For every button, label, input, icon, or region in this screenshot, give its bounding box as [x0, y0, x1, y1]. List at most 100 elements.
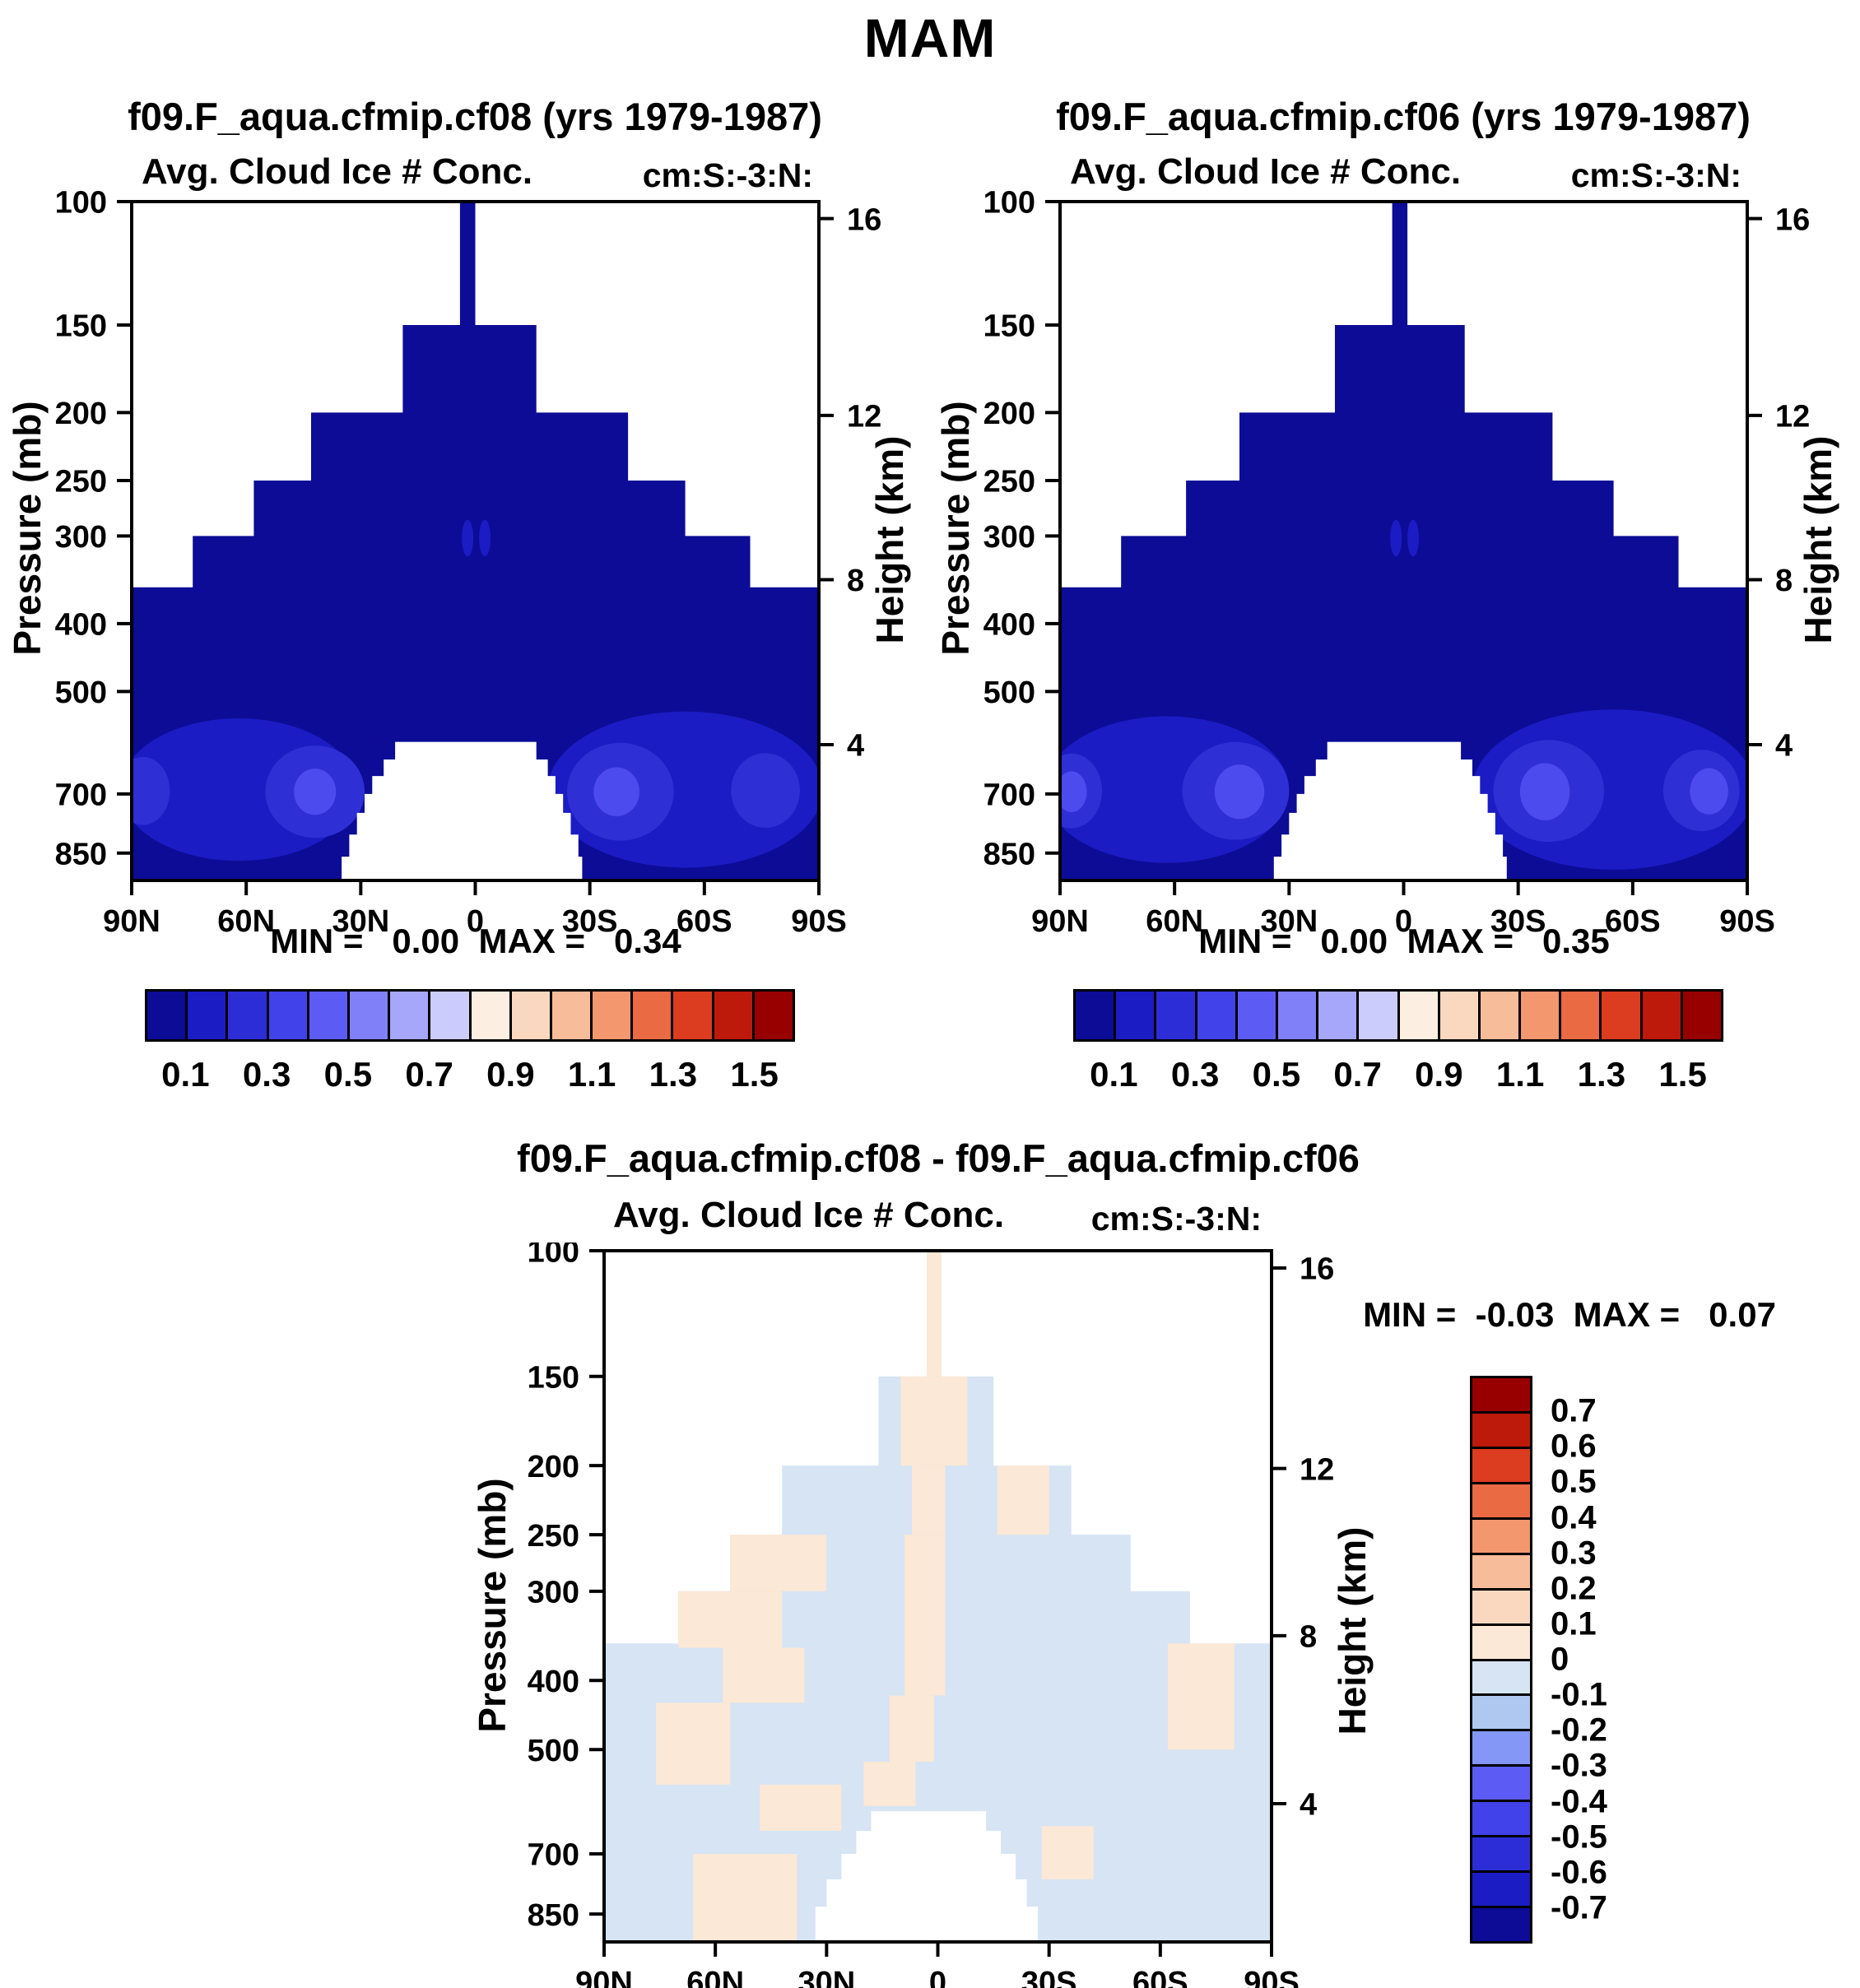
colorbar-cell — [1472, 1870, 1530, 1907]
tick-label: 850 — [983, 837, 1035, 871]
tick-label: 500 — [528, 1734, 579, 1768]
tick-label: 30N — [332, 904, 389, 938]
panel1-colorbar-labels: 0.1 0.3 0.5 0.7 0.9 1.1 1.3 1.5 — [145, 1055, 795, 1099]
colorbar-tick-label: 0.9 — [486, 1055, 535, 1094]
colorbar-tick-label: 1.5 — [1658, 1055, 1707, 1094]
tick-label: 4 — [1775, 729, 1793, 764]
colorbar-tick-label: 0.1 — [161, 1055, 210, 1094]
tick-label: 30S — [1021, 1966, 1077, 1988]
tick-label: 500 — [983, 676, 1035, 710]
tick-label: 16 — [847, 202, 881, 237]
colorbar-tick-label: -0.1 — [1551, 1676, 1607, 1713]
colorbar-cell — [1472, 1800, 1530, 1836]
tick-label: 4 — [847, 729, 864, 764]
colorbar-cell — [306, 992, 347, 1039]
colorbar-cell — [630, 992, 672, 1039]
panel2-pressure-axis-label: Pressure (mb) — [934, 401, 977, 656]
colorbar-tick-label: 1.5 — [730, 1055, 779, 1094]
tick-label: 60S — [1605, 904, 1661, 938]
contour-fills — [132, 202, 819, 880]
panel1-subtitle: Avg. Cloud Ice # Conc. — [142, 151, 533, 192]
panel1-contour-plot: 100 150 200 250 300 400 500 700 850 16 12 8 4 90N 60N 3… — [55, 189, 882, 938]
colorbar-tick-label: 0.5 — [323, 1055, 373, 1094]
panel3-subtitle: Avg. Cloud Ice # Conc. — [613, 1195, 1005, 1235]
colorbar-cell — [1680, 992, 1721, 1039]
colorbar-tick-label: 0.6 — [1551, 1428, 1597, 1465]
colorbar-cell — [1076, 992, 1114, 1039]
colorbar-tick-label: 0.3 — [242, 1055, 291, 1094]
colorbar-cell — [1472, 1906, 1530, 1941]
colorbar-tick-label: -0.7 — [1551, 1889, 1607, 1926]
tick-label: 8 — [847, 564, 864, 598]
colorbar-cell — [671, 992, 712, 1039]
colorbar-cell — [468, 992, 509, 1039]
colorbar-tick-label: -0.2 — [1551, 1712, 1607, 1749]
colorbar-cell — [1356, 992, 1397, 1039]
colorbar-tick-label: 1.3 — [649, 1055, 698, 1094]
panel3-contour-plot: 100 150 200 250 300 400 500 700 850 16 12 8 4 90N 60N 3… — [528, 1242, 1335, 1988]
panel3-colorbar — [1470, 1376, 1532, 1944]
colorbar-tick-label: 0.1 — [1090, 1055, 1138, 1094]
tick-label: 90S — [1719, 904, 1775, 938]
tick-label: 0 — [467, 904, 484, 938]
panel3-colorbar-labels: 0.7 0.6 0.5 0.4 0.3 0.2 0.1 0 -0.1 -0.2 -0.3 -0.4 -0… — [1551, 1376, 1658, 1944]
tick-label: 8 — [1300, 1620, 1317, 1655]
panel2-colorbar — [1073, 989, 1723, 1042]
colorbar-tick-label: 0.2 — [1551, 1570, 1597, 1607]
colorbar-cell — [1472, 1623, 1530, 1659]
tick-label: 150 — [528, 1360, 579, 1395]
tick-label: 60S — [1132, 1966, 1188, 1988]
figure-title: MAM — [863, 7, 997, 68]
panel2-units: cm:S:-3:N: — [1570, 156, 1741, 194]
axes: 100 150 200 250 300 400 500 700 850 16 12 8 4 90N 60N 3… — [528, 1242, 1335, 1988]
tick-label: 4 — [1300, 1788, 1317, 1823]
tick-label: 850 — [528, 1898, 579, 1933]
panel3-minmax: MIN = -0.03 MAX = 0.07 — [1363, 1295, 1776, 1334]
tick-label: 400 — [983, 608, 1035, 643]
tick-label: 90N — [1031, 904, 1089, 938]
colorbar-cell — [1472, 1587, 1530, 1623]
colorbar-cell — [1154, 992, 1195, 1039]
tick-label: 90N — [575, 1966, 633, 1988]
colorbar-tick-label: -0.5 — [1551, 1818, 1607, 1856]
colorbar-cell — [1235, 992, 1276, 1039]
colorbar-tick-label: 0.7 — [1333, 1055, 1382, 1094]
panel1-title: f09.F_aqua.cfmip.cf08 (yrs 1979-1987) — [128, 95, 822, 138]
colorbar-tick-label: 1.1 — [1495, 1055, 1545, 1094]
tick-label: 90N — [103, 904, 160, 938]
colorbar-tick-label: 0.1 — [1551, 1605, 1597, 1642]
tick-label: 30N — [1260, 904, 1318, 938]
colorbar-tick-label: -0.6 — [1551, 1854, 1607, 1891]
tick-label: 250 — [983, 465, 1035, 499]
panel1-height-axis-label: Height (km) — [868, 435, 911, 644]
colorbar-tick-label: 1.1 — [567, 1055, 616, 1094]
tick-label: 400 — [55, 608, 107, 643]
colorbar-tick-label: 0.5 — [1252, 1055, 1301, 1094]
colorbar-cell — [1477, 992, 1519, 1039]
tick-label: 12 — [1775, 400, 1810, 434]
colorbar-cell — [1275, 992, 1317, 1039]
colorbar-cell — [266, 992, 307, 1039]
axes: 100 150 200 250 300 400 500 700 850 16 12 8 4 90N 60N 3… — [55, 189, 882, 938]
tick-label: 60N — [217, 904, 275, 938]
colorbar-cell — [1472, 1378, 1530, 1411]
panel2-contour-plot: 100 150 200 250 300 400 500 700 850 16 12 8 4 90N 60N 3… — [983, 189, 1811, 938]
tick-label: 8 — [1775, 564, 1793, 598]
tick-label: 200 — [983, 397, 1035, 431]
panel2-height-axis-label: Height (km) — [1797, 435, 1839, 644]
colorbar-cell — [1559, 992, 1600, 1039]
tick-label: 250 — [528, 1519, 579, 1554]
colorbar-tick-label: 0 — [1551, 1641, 1569, 1678]
colorbar-tick-label: -0.3 — [1551, 1747, 1607, 1784]
tick-label: 700 — [528, 1838, 579, 1873]
tick-label: 60N — [686, 1966, 744, 1988]
tick-label: 850 — [55, 837, 107, 871]
tick-label: 16 — [1300, 1252, 1334, 1287]
panel3-title: f09.F_aqua.cfmip.cf08 - f09.F_aqua.cfmip… — [517, 1136, 1360, 1180]
colorbar-cell — [1472, 1410, 1530, 1447]
tick-label: 0 — [929, 1966, 946, 1988]
panel2-colorbar-labels: 0.1 0.3 0.5 0.7 0.9 1.1 1.3 1.5 — [1073, 1055, 1723, 1099]
colorbar-tick-label: 0.9 — [1415, 1055, 1463, 1094]
tick-label: 200 — [528, 1450, 579, 1484]
